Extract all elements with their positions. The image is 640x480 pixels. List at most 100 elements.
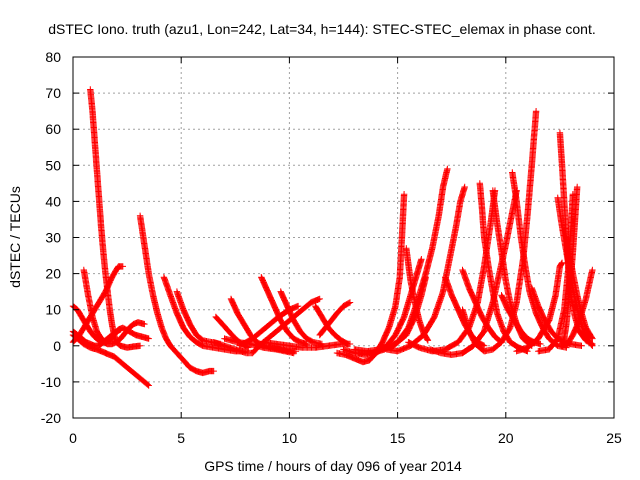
data-point [89,330,91,332]
y-axis-label: dSTEC / TECUs [7,186,23,288]
x-tick-label: 0 [69,430,77,446]
data-point [306,337,308,340]
data-point [537,350,539,352]
data-point [340,339,342,341]
y-tick-label: 40 [45,193,61,209]
data-series [260,339,354,351]
data-point [321,316,323,318]
data-point [353,348,355,351]
data-point [448,258,451,260]
data-point [444,348,446,351]
data-point [409,280,412,282]
data-point [394,305,397,307]
data-point [126,347,128,349]
data-point [78,334,81,336]
data-point [104,341,107,343]
data-point [306,343,308,345]
data-point [122,363,124,365]
data-point [572,273,574,275]
data-point [334,334,336,336]
data-point [431,247,433,249]
data-series [476,180,531,355]
data-point [215,316,217,318]
data-point [587,339,589,341]
data-point [262,347,265,349]
data-point [576,294,578,296]
data-point [120,337,122,340]
y-tick-label: 80 [45,49,61,65]
data-series [528,284,585,349]
data-point [464,323,466,325]
chart-title: dSTEC Iono. truth (azu1, Lon=242, Lat=34… [48,21,595,37]
data-point [122,265,124,267]
data-point [230,298,232,300]
data-point [104,352,107,354]
data-point [260,276,262,278]
data-point [407,327,410,329]
data-point [275,330,278,332]
data-point [563,337,565,340]
data-point [494,336,496,338]
data-point [479,182,481,184]
data-point [416,273,418,275]
data-point [301,347,303,349]
data-point [468,287,470,289]
data-point [100,226,102,228]
x-tick-label: 25 [606,430,622,446]
data-point [94,336,96,338]
data-point [349,301,351,304]
data-point [483,265,485,267]
y-tick-label: 60 [45,121,61,137]
data-point [202,339,204,341]
data-point [481,208,483,210]
data-point [516,200,518,202]
data-point [557,197,559,199]
data-point [100,337,102,340]
data-point [537,337,539,340]
data-point [509,341,511,343]
data-point [403,316,405,318]
y-tick-label: -20 [41,410,61,426]
data-point [490,222,492,224]
data-point [234,348,236,351]
data-point [96,330,98,332]
data-point [559,265,561,267]
data-point [120,345,122,347]
data-point [414,301,416,304]
data-point [176,352,178,354]
data-point [182,309,184,311]
data-point [137,321,139,323]
data-point [498,273,500,275]
data-point [239,345,241,347]
data-point [243,323,245,325]
data-point [461,269,464,271]
data-point [457,309,459,311]
data-point [442,291,444,293]
data-point [427,339,429,341]
data-point [345,354,347,356]
data-point [293,337,295,340]
data-point [122,327,124,329]
data-point [117,328,120,331]
data-point [96,168,98,170]
data-point [111,276,113,278]
x-tick-label: 15 [390,430,406,446]
data-point [388,327,390,329]
data-point [83,343,85,345]
data-point [438,215,440,217]
data-point [182,327,184,329]
data-point [386,348,388,351]
x-axis-label: GPS time / hours of day 096 of year 2014 [204,458,462,474]
data-point [561,262,563,264]
data-point [591,269,593,271]
data-point [267,291,269,293]
data-point [148,273,150,275]
data-point [548,348,550,351]
x-tick-label: 20 [498,430,514,446]
data-point [213,347,215,349]
data-point [420,258,423,260]
data-point [578,319,580,322]
data-point [143,323,146,325]
data-point [299,341,301,343]
data-point [500,294,503,296]
